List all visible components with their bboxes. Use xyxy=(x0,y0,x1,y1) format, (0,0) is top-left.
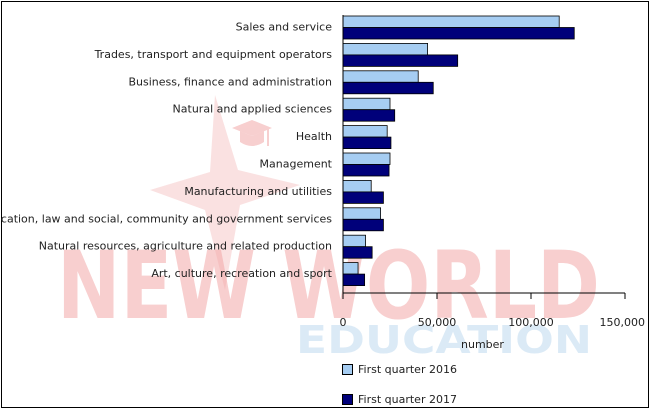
bar-2017 xyxy=(342,54,459,67)
legend-item-2017: First quarter 2017 xyxy=(342,392,457,406)
legend-label-2017: First quarter 2017 xyxy=(358,392,457,406)
bar-2017 xyxy=(342,164,390,177)
category-label: Trades, transport and equipment operator… xyxy=(94,48,333,61)
star-icon xyxy=(150,95,300,290)
category-labels: Sales and service Trades, transport and e… xyxy=(0,21,333,281)
watermark: NEW WORLD EDUCATION xyxy=(57,95,600,362)
x-tick-label: 0 xyxy=(340,316,347,329)
bar-2016 xyxy=(342,179,372,193)
category-label: Management xyxy=(260,158,333,171)
bar-2017 xyxy=(342,273,366,287)
category-label: Health xyxy=(296,130,332,143)
category-label: Art, culture, recreation and sport xyxy=(151,267,332,280)
category-label: Education, law and social, community and… xyxy=(0,212,332,225)
watermark-line1: NEW WORLD xyxy=(57,232,600,341)
bar-2017 xyxy=(342,191,384,204)
bar-2016 xyxy=(342,97,391,111)
x-axis-title: number xyxy=(461,338,504,351)
x-tick-label: 100,000 xyxy=(508,316,554,329)
bar-2016 xyxy=(342,125,388,138)
bar-2016 xyxy=(342,70,419,83)
legend-label-2016: First quarter 2016 xyxy=(358,362,457,376)
bar-2017 xyxy=(342,246,373,259)
legend-swatch-2017 xyxy=(342,393,353,405)
bar-2016 xyxy=(342,207,381,220)
x-tick-label: 150,000 xyxy=(600,316,646,329)
category-label: Sales and service xyxy=(236,21,333,34)
bar-2016 xyxy=(342,234,366,248)
x-axis-ticks: 0 50,000 100,000 150,000 xyxy=(340,293,646,329)
bar-2017 xyxy=(342,218,384,232)
legend: First quarter 2016 First quarter 2017 xyxy=(342,362,457,409)
category-label: Natural resources, agriculture and relat… xyxy=(39,240,332,253)
bar-2017 xyxy=(342,27,575,40)
category-label: Manufacturing and utilities xyxy=(184,185,332,198)
bar-2017 xyxy=(342,136,392,150)
bar-2016 xyxy=(342,15,560,28)
bar-2016 xyxy=(342,262,359,275)
graduation-cap-icon xyxy=(232,120,272,146)
bar-2017 xyxy=(342,109,396,122)
bar-2016 xyxy=(342,43,428,56)
bar-2017 xyxy=(342,81,434,95)
category-label: Business, finance and administration xyxy=(128,75,332,88)
category-label: Natural and applied sciences xyxy=(173,103,333,116)
bar-2016 xyxy=(342,152,391,165)
watermark-line2: EDUCATION xyxy=(296,318,592,362)
legend-item-2016: First quarter 2016 xyxy=(342,362,457,376)
legend-swatch-2016 xyxy=(342,363,353,375)
x-tick-label: 50,000 xyxy=(418,316,457,329)
